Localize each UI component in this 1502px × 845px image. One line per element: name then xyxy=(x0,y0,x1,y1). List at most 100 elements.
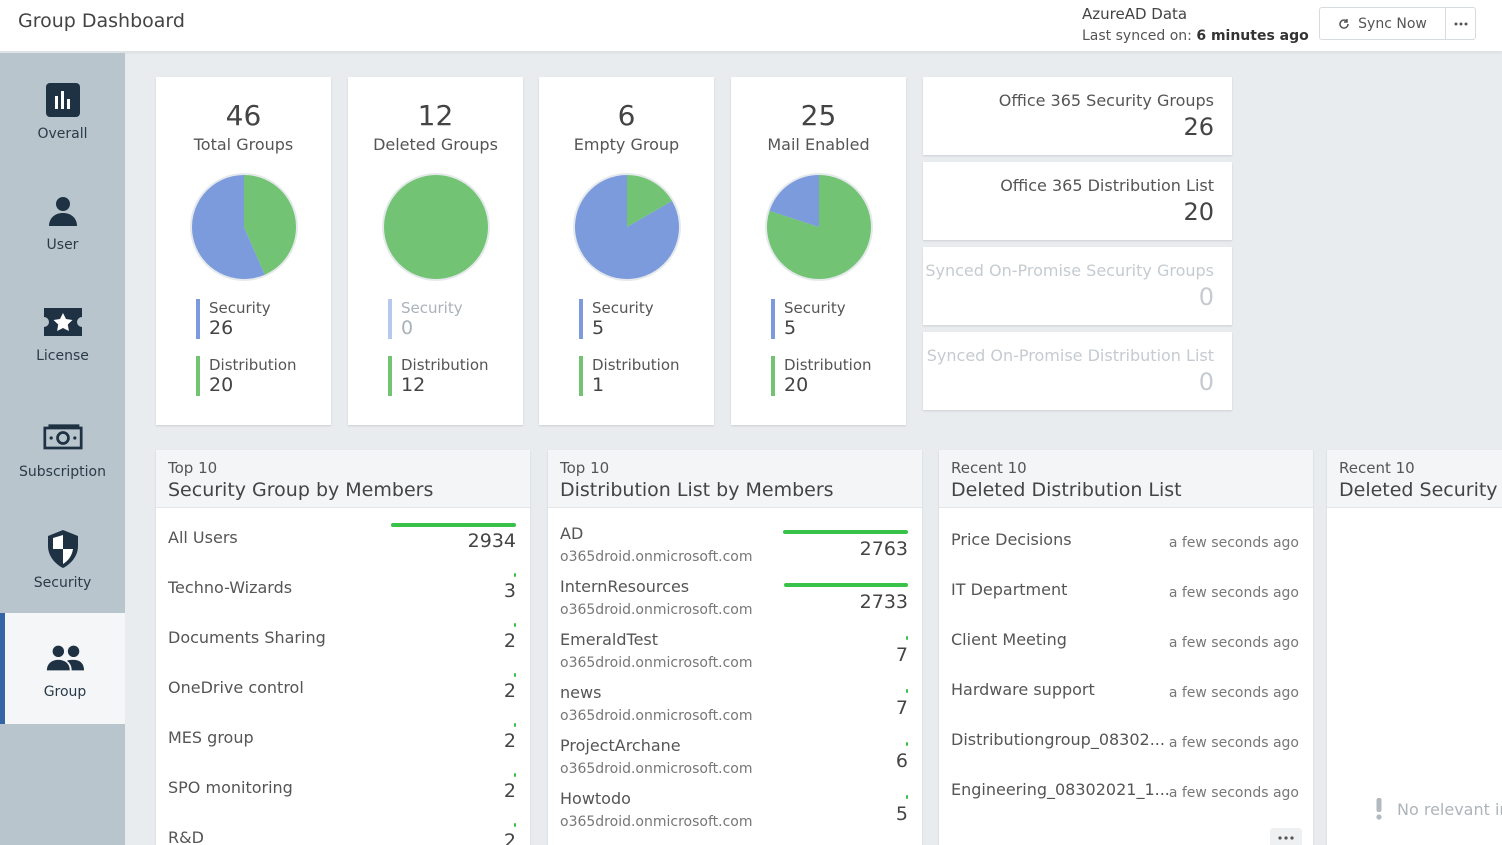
legend-security-value: 5 xyxy=(784,317,797,339)
legend-security: Security 5 xyxy=(579,299,699,339)
list-item[interactable]: news o365droid.onmicrosoft.com 7 xyxy=(548,681,922,734)
list-item[interactable]: Engineering_08302021_1... a few seconds … xyxy=(939,778,1313,828)
legend-security-value: 26 xyxy=(209,317,234,339)
panel-header: Top 10 Distribution List by Members xyxy=(548,450,922,508)
pie-slice-security[interactable] xyxy=(192,175,265,279)
panel-subtitle: Recent 10 xyxy=(951,459,1027,477)
deleted-time: a few seconds ago xyxy=(1168,635,1299,651)
sidebar-item-subscription[interactable]: Subscription xyxy=(0,393,125,504)
summary-o365-distribution[interactable]: Office 365 Distribution List 20 xyxy=(923,162,1232,240)
sidebar-item-security[interactable]: Security xyxy=(0,504,125,615)
last-synced: Last synced on: 6 minutes ago xyxy=(1082,28,1309,44)
panel-subtitle: Recent 10 xyxy=(1339,459,1415,477)
stat-value: 25 xyxy=(800,99,837,132)
pie-slice-security[interactable] xyxy=(769,175,819,227)
pie-chart-mail xyxy=(765,173,873,281)
stat-card-mail-enabled: 25 Mail Enabled Security 5 Distribution … xyxy=(731,77,906,425)
legend-distribution-value: 20 xyxy=(209,374,234,396)
list-item[interactable]: All Users 2934 xyxy=(156,520,530,570)
pie-slice-security[interactable] xyxy=(575,175,679,279)
summary-value: 0 xyxy=(1198,368,1214,396)
summary-onprem-security[interactable]: Synced On-Promise Security Groups 0 xyxy=(923,247,1232,325)
empty-message: No relevant ir xyxy=(1397,799,1502,819)
member-bar xyxy=(391,523,516,527)
sidebar-item-group[interactable]: Group xyxy=(0,613,125,724)
sidebar-item-user[interactable]: User xyxy=(0,166,125,277)
summary-o365-security[interactable]: Office 365 Security Groups 26 xyxy=(923,77,1232,155)
list-item[interactable]: OneDrive control 2 xyxy=(156,670,530,720)
legend-distribution-value: 1 xyxy=(592,374,605,396)
pie-slice-distribution[interactable] xyxy=(244,175,296,275)
exclamation-icon xyxy=(1376,798,1382,820)
member-bar xyxy=(906,795,908,799)
panel-security-top: Top 10 Security Group by Members All Use… xyxy=(156,450,530,845)
member-count: 2733 xyxy=(859,591,908,613)
stat-value: 12 xyxy=(417,99,454,132)
pie-slice-distribution[interactable] xyxy=(384,175,488,279)
member-count: 6 xyxy=(895,750,908,772)
stat-label: Deleted Groups xyxy=(373,135,498,154)
list-item[interactable]: Price Decisions a few seconds ago xyxy=(939,528,1313,578)
summary-label: Office 365 Security Groups xyxy=(998,91,1214,110)
summary-value: 20 xyxy=(1183,198,1214,226)
list-item[interactable]: R&D 2 xyxy=(156,820,530,845)
sidebar-item-overall[interactable]: Overall xyxy=(0,55,125,166)
list-item[interactable]: InternResources o365droid.onmicrosoft.co… xyxy=(548,575,922,628)
member-count: 7 xyxy=(895,644,908,666)
list-item[interactable]: Howtodo o365droid.onmicrosoft.com 5 xyxy=(548,787,922,840)
member-bar xyxy=(783,530,908,534)
list-domain: o365droid.onmicrosoft.com xyxy=(560,761,753,777)
more-options-button[interactable] xyxy=(1445,7,1476,40)
sync-now-button[interactable]: Sync Now xyxy=(1319,7,1446,40)
list-item[interactable]: Client Meeting a few seconds ago xyxy=(939,628,1313,678)
list-domain: o365droid.onmicrosoft.com xyxy=(560,549,753,565)
group-name: MES group xyxy=(168,728,254,747)
stat-card-deleted-groups: 12 Deleted Groups Security 0 Distributio… xyxy=(348,77,523,425)
list-item[interactable]: Distributiongroup_08302... a few seconds… xyxy=(939,728,1313,778)
ellipsis-icon xyxy=(1454,22,1467,25)
group-name: All Users xyxy=(168,528,238,547)
member-count: 2 xyxy=(503,780,516,802)
sidebar-label-overall: Overall xyxy=(37,125,88,142)
list-item[interactable]: Hardware support a few seconds ago xyxy=(939,678,1313,728)
member-count: 2 xyxy=(503,680,516,702)
list-item[interactable]: Techno-Wizards 3 xyxy=(156,570,530,620)
legend-security-label: Security xyxy=(592,299,654,317)
list-item[interactable]: EmeraldTest o365droid.onmicrosoft.com 7 xyxy=(548,628,922,681)
list-name: Howtodo xyxy=(560,789,631,808)
ellipsis-icon xyxy=(1278,836,1294,840)
list-item[interactable]: SPO monitoring 2 xyxy=(156,770,530,820)
member-bar xyxy=(906,742,908,746)
deleted-time: a few seconds ago xyxy=(1168,685,1299,701)
legend-distribution-label: Distribution xyxy=(592,356,680,374)
list-item[interactable]: ProjectArchane o365droid.onmicrosoft.com… xyxy=(548,734,922,787)
deleted-time: a few seconds ago xyxy=(1168,535,1299,551)
users-icon xyxy=(45,638,85,678)
pie-slice-distribution[interactable] xyxy=(627,175,673,227)
list-name: ProjectArchane xyxy=(560,736,681,755)
list-item[interactable]: IT Department a few seconds ago xyxy=(939,578,1313,628)
deleted-list-name: IT Department xyxy=(951,580,1068,599)
empty-state: No relevant ir xyxy=(1375,798,1502,820)
legend-security-label: Security xyxy=(401,299,463,317)
legend-distribution: Distribution 12 xyxy=(388,356,508,396)
legend-distribution: Distribution 20 xyxy=(771,356,891,396)
member-bar xyxy=(514,573,516,577)
panel-header: Top 10 Security Group by Members xyxy=(156,450,530,508)
list-domain: o365droid.onmicrosoft.com xyxy=(560,708,753,724)
member-count: 2934 xyxy=(467,530,516,552)
list-item[interactable]: AD o365droid.onmicrosoft.com 2763 xyxy=(548,522,922,575)
deleted-list-name: Price Decisions xyxy=(951,530,1072,549)
list-item[interactable]: MES group 2 xyxy=(156,720,530,770)
legend-security: Security 0 xyxy=(388,299,508,339)
group-name: OneDrive control xyxy=(168,678,304,697)
member-bar xyxy=(514,623,516,627)
legend-security: Security 5 xyxy=(771,299,891,339)
sidebar-item-license[interactable]: License xyxy=(0,277,125,388)
summary-onprem-distribution[interactable]: Synced On-Promise Distribution List 0 xyxy=(923,332,1232,410)
list-name: AD xyxy=(560,524,584,543)
show-more-button[interactable] xyxy=(1270,828,1302,845)
list-item[interactable]: Documents Sharing 2 xyxy=(156,620,530,670)
panel-distribution-top: Top 10 Distribution List by Members AD o… xyxy=(548,450,922,845)
member-bar xyxy=(906,689,908,693)
